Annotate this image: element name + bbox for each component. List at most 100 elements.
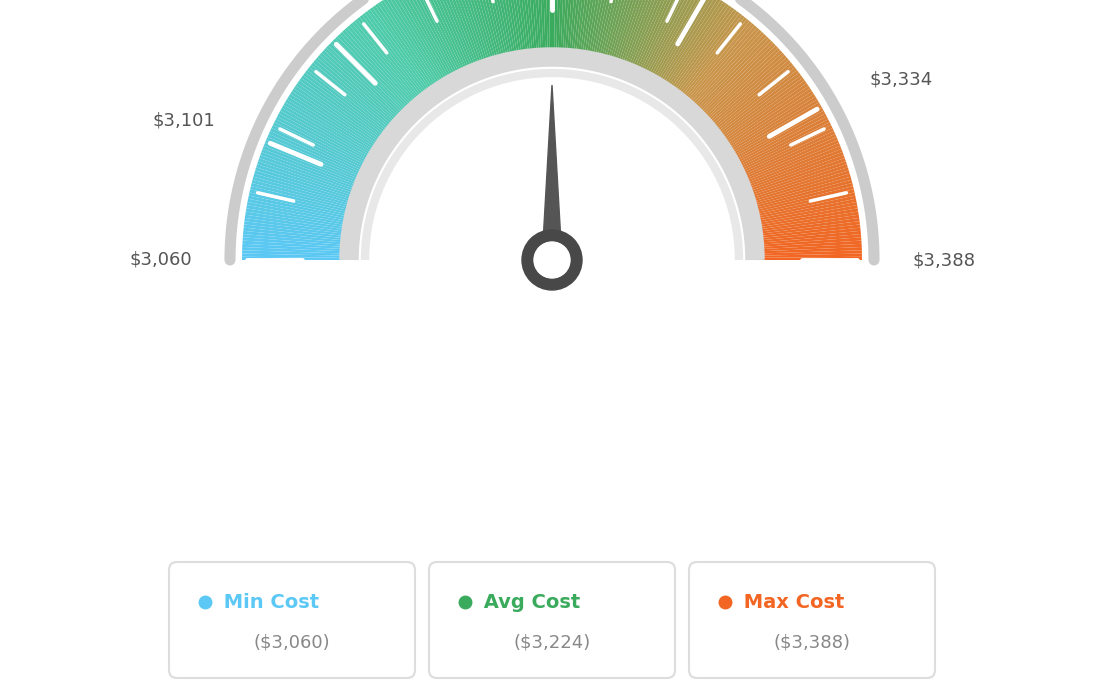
Wedge shape	[742, 186, 853, 215]
Wedge shape	[243, 241, 358, 250]
Wedge shape	[323, 48, 410, 128]
Wedge shape	[251, 183, 363, 213]
Wedge shape	[338, 34, 418, 119]
Wedge shape	[475, 0, 506, 71]
Text: ($3,224): ($3,224)	[513, 633, 591, 651]
Wedge shape	[285, 99, 385, 161]
Wedge shape	[539, 0, 545, 65]
Wedge shape	[258, 158, 368, 198]
Wedge shape	[712, 83, 808, 150]
Wedge shape	[733, 143, 840, 188]
Wedge shape	[743, 199, 857, 224]
Wedge shape	[428, 0, 477, 81]
Wedge shape	[554, 0, 559, 65]
Wedge shape	[267, 134, 374, 183]
Wedge shape	[720, 102, 820, 163]
Wedge shape	[744, 202, 857, 226]
Wedge shape	[696, 50, 783, 130]
Wedge shape	[715, 91, 814, 155]
Wedge shape	[280, 108, 382, 166]
Wedge shape	[677, 21, 752, 111]
Wedge shape	[740, 177, 851, 210]
Wedge shape	[251, 186, 362, 215]
Wedge shape	[513, 0, 530, 66]
Wedge shape	[299, 78, 394, 147]
Wedge shape	[745, 215, 859, 233]
Wedge shape	[746, 247, 862, 254]
Wedge shape	[741, 183, 853, 213]
Circle shape	[534, 242, 570, 278]
Wedge shape	[604, 0, 638, 72]
Wedge shape	[707, 70, 799, 142]
Wedge shape	[357, 17, 431, 108]
Wedge shape	[729, 128, 834, 179]
Wedge shape	[342, 30, 422, 117]
Wedge shape	[718, 97, 817, 159]
Wedge shape	[336, 37, 417, 121]
FancyBboxPatch shape	[429, 562, 675, 678]
Wedge shape	[256, 164, 367, 201]
Wedge shape	[254, 170, 365, 206]
FancyBboxPatch shape	[689, 562, 935, 678]
Wedge shape	[350, 23, 426, 112]
Wedge shape	[649, 0, 710, 92]
Wedge shape	[576, 0, 594, 67]
Wedge shape	[664, 6, 732, 101]
Wedge shape	[569, 0, 581, 66]
Wedge shape	[468, 0, 501, 72]
Wedge shape	[639, 0, 692, 86]
Wedge shape	[383, 0, 447, 97]
Wedge shape	[394, 0, 455, 92]
Wedge shape	[405, 0, 461, 88]
Wedge shape	[254, 173, 364, 208]
Wedge shape	[583, 0, 604, 68]
Wedge shape	[389, 0, 452, 95]
Wedge shape	[736, 158, 846, 198]
Wedge shape	[262, 149, 370, 192]
Text: $3,060: $3,060	[129, 251, 192, 269]
Wedge shape	[453, 0, 491, 75]
Wedge shape	[247, 199, 361, 224]
Wedge shape	[523, 0, 535, 66]
Wedge shape	[595, 0, 623, 70]
Wedge shape	[463, 0, 498, 73]
Wedge shape	[274, 119, 379, 173]
Wedge shape	[736, 161, 847, 199]
Wedge shape	[243, 228, 358, 242]
Wedge shape	[242, 247, 358, 254]
Wedge shape	[368, 9, 437, 103]
Wedge shape	[412, 0, 465, 86]
Wedge shape	[481, 0, 509, 70]
Wedge shape	[257, 161, 368, 199]
Wedge shape	[242, 244, 358, 252]
Wedge shape	[689, 39, 772, 122]
Wedge shape	[578, 0, 597, 67]
Polygon shape	[357, 260, 747, 690]
Wedge shape	[290, 91, 389, 155]
Wedge shape	[372, 6, 440, 101]
Wedge shape	[284, 102, 384, 163]
Wedge shape	[730, 131, 836, 181]
Wedge shape	[679, 26, 757, 114]
Wedge shape	[340, 32, 420, 118]
Wedge shape	[655, 0, 718, 95]
Wedge shape	[309, 65, 401, 139]
Wedge shape	[746, 241, 861, 250]
Wedge shape	[520, 0, 533, 66]
Wedge shape	[652, 0, 715, 95]
Wedge shape	[716, 94, 816, 157]
Wedge shape	[657, 0, 721, 97]
Wedge shape	[347, 26, 425, 114]
Wedge shape	[681, 28, 760, 115]
Wedge shape	[629, 0, 678, 82]
Wedge shape	[378, 2, 444, 99]
Text: $3,101: $3,101	[152, 111, 215, 129]
Wedge shape	[571, 0, 584, 66]
Text: ($3,060): ($3,060)	[254, 633, 330, 651]
Wedge shape	[253, 177, 364, 210]
Wedge shape	[243, 237, 358, 248]
Wedge shape	[614, 0, 654, 76]
Wedge shape	[294, 86, 391, 152]
Wedge shape	[651, 0, 712, 93]
Wedge shape	[746, 231, 861, 244]
